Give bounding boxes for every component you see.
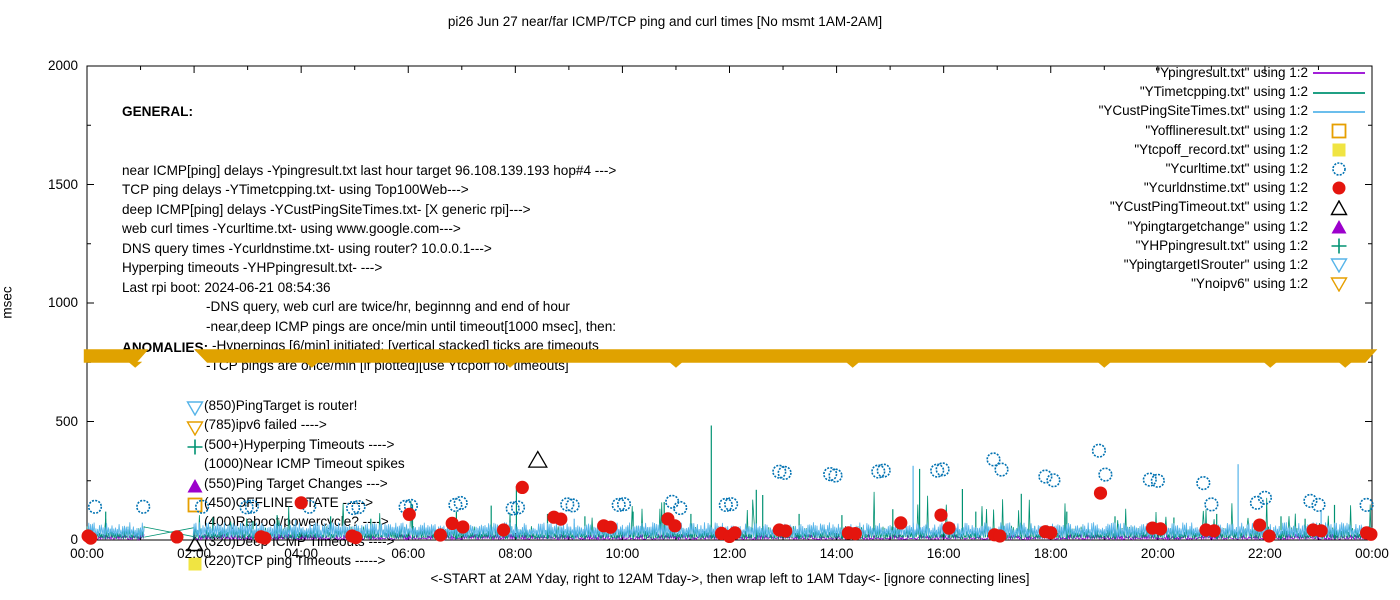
general-line: Last rpi boot: 2024-06-21 08:54:36 bbox=[122, 279, 331, 295]
anomalies-block: ANOMALIES: (850)PingTarget is router! (78… bbox=[122, 299, 405, 571]
legend-label: "Ycurldnstime.txt" using 1:2 bbox=[1143, 180, 1308, 196]
anomaly-text: (400)Reboot/powercycle? ----> bbox=[204, 514, 389, 530]
plot-legend: "Ypingresult.txt" using 1:2 "YTimetcpping… bbox=[1018, 63, 1370, 293]
legend-label: "YTimetcpping.txt" using 1:2 bbox=[1139, 84, 1308, 100]
triangle-up-open-icon bbox=[1308, 197, 1370, 217]
anomaly-item: (850)PingTarget is router! bbox=[122, 396, 405, 417]
general-line: Hyperping timeouts -YHPpingresult.txt- -… bbox=[122, 260, 383, 275]
y-tick-label: 0 bbox=[70, 532, 78, 547]
legend-entry: "YTimetcpping.txt" using 1:2 bbox=[1018, 82, 1370, 101]
line-icon bbox=[1308, 82, 1370, 102]
anomaly-text: (220)TCP ping Timeouts -----> bbox=[204, 553, 386, 569]
legend-entry: "Ytcpoff_record.txt" using 1:2 bbox=[1018, 140, 1370, 159]
general-line: deep ICMP[ping] delays -YCustPingSiteTim… bbox=[122, 201, 531, 217]
x-tick-label: 10:00 bbox=[605, 546, 640, 561]
general-line: near ICMP[ping] delays -Ypingresult.txt … bbox=[122, 162, 617, 178]
anomaly-item: (400)Reboot/powercycle? ----> bbox=[122, 512, 405, 531]
y-tick-label: 1000 bbox=[47, 295, 78, 310]
x-tick-label: 04:00 bbox=[284, 546, 319, 561]
general-line: DNS query times -Ycurldnstime.txt- using… bbox=[122, 240, 492, 256]
triangle-down-open-icon bbox=[1308, 254, 1370, 274]
anomaly-text: (550)Ping Target Changes ---> bbox=[204, 475, 388, 491]
anomaly-text: (850)PingTarget is router! bbox=[204, 398, 358, 414]
square-open-icon bbox=[1308, 120, 1370, 140]
circle-filled-icon bbox=[1308, 178, 1370, 198]
legend-entry: "Ypingresult.txt" using 1:2 bbox=[1018, 63, 1370, 82]
legend-label: "Ynoipv6" using 1:2 bbox=[1191, 276, 1308, 292]
anomaly-item: (500+)Hyperping Timeouts ----> bbox=[122, 435, 405, 455]
legend-entry: "Ynoipv6" using 1:2 bbox=[1018, 274, 1370, 293]
legend-entry: "Ycurltime.txt" using 1:2 bbox=[1018, 159, 1370, 178]
legend-label: "Yofflineresult.txt" using 1:2 bbox=[1145, 122, 1308, 138]
triangle-up-filled-icon bbox=[1308, 216, 1370, 236]
legend-label: "YHPpingresult.txt" using 1:2 bbox=[1135, 237, 1308, 253]
line-icon bbox=[1308, 101, 1370, 121]
y-axis-label: msec bbox=[0, 286, 15, 319]
circle-open-icon bbox=[1308, 159, 1370, 179]
anomaly-item: (220)TCP ping Timeouts -----> bbox=[122, 551, 405, 572]
x-tick-label: 00:00 bbox=[70, 546, 104, 561]
x-tick-label: 14:00 bbox=[819, 546, 854, 561]
anomaly-item: (1000)Near ICMP Timeout spikes bbox=[122, 454, 405, 473]
legend-entry: "YCustPingTimeout.txt" using 1:2 bbox=[1018, 197, 1370, 216]
x-tick-label: 20:00 bbox=[1140, 546, 1175, 561]
chart-title: pi26 Jun 27 near/far ICMP/TCP ping and c… bbox=[447, 14, 883, 29]
anomaly-item: (785)ipv6 failed ----> bbox=[122, 415, 405, 437]
legend-entry: "YCustPingSiteTimes.txt" using 1:2 bbox=[1018, 101, 1370, 120]
anomaly-item: (550)Ping Target Changes ---> bbox=[122, 474, 405, 493]
anomaly-text: (785)ipv6 failed ----> bbox=[204, 417, 327, 433]
x-tick-label: 02:00 bbox=[177, 546, 211, 561]
line-icon bbox=[1308, 63, 1370, 83]
anomaly-text: (1000)Near ICMP Timeout spikes bbox=[204, 456, 405, 472]
triangle-down-open-icon bbox=[186, 417, 204, 437]
legend-label: "Ypingresult.txt" using 1:2 bbox=[1155, 65, 1308, 81]
x-tick-label: 00:00 bbox=[1355, 546, 1389, 561]
legend-label: "YpingtargetISrouter" using 1:2 bbox=[1123, 256, 1308, 272]
x-tick-label: 22:00 bbox=[1248, 546, 1282, 561]
anomaly-text: (500+)Hyperping Timeouts ----> bbox=[204, 436, 395, 452]
square-filled-icon bbox=[1308, 139, 1370, 159]
anomaly-item: (450)OFFLINE STATE -----> bbox=[122, 493, 405, 513]
x-tick-label: 18:00 bbox=[1033, 546, 1068, 561]
general-line: web curl times -Ycurltime.txt- using www… bbox=[122, 221, 461, 236]
legend-entry: "YpingtargetISrouter" using 1:2 bbox=[1018, 255, 1370, 274]
legend-label: "Ypingtargetchange" using 1:2 bbox=[1127, 218, 1308, 234]
anomalies-heading: ANOMALIES: bbox=[122, 339, 209, 355]
y-tick-label: 1500 bbox=[47, 176, 78, 192]
general-heading: GENERAL: bbox=[122, 104, 193, 119]
x-tick-label: 06:00 bbox=[391, 546, 426, 561]
legend-label: "YCustPingTimeout.txt" using 1:2 bbox=[1109, 199, 1308, 215]
x-tick-label: 08:00 bbox=[498, 546, 533, 561]
legend-label: "Ytcpoff_record.txt" using 1:2 bbox=[1134, 141, 1308, 157]
x-axis-label: <-START at 2AM Yday, right to 12AM Tday-… bbox=[430, 571, 1030, 586]
square-filled-icon bbox=[186, 553, 204, 572]
anomaly-text: (450)OFFLINE STATE -----> bbox=[204, 494, 374, 510]
triangle-up-open-icon bbox=[186, 534, 204, 553]
legend-entry: "YHPpingresult.txt" using 1:2 bbox=[1018, 236, 1370, 255]
plus-icon bbox=[1308, 235, 1370, 255]
y-tick-label: 2000 bbox=[47, 58, 78, 73]
triangle-down-open-icon bbox=[1308, 274, 1370, 294]
legend-label: "YCustPingSiteTimes.txt" using 1:2 bbox=[1098, 103, 1308, 119]
y-tick-label: 500 bbox=[55, 413, 78, 429]
legend-entry: "Yofflineresult.txt" using 1:2 bbox=[1018, 121, 1370, 140]
general-line: TCP ping delays -YTimetcpping.txt- using… bbox=[122, 182, 469, 197]
x-tick-label: 12:00 bbox=[712, 546, 747, 561]
legend-label: "Ycurltime.txt" using 1:2 bbox=[1165, 161, 1308, 177]
legend-entry: "Ycurldnstime.txt" using 1:2 bbox=[1018, 178, 1370, 197]
legend-entry: "Ypingtargetchange" using 1:2 bbox=[1018, 217, 1370, 236]
x-tick-label: 16:00 bbox=[926, 546, 961, 561]
